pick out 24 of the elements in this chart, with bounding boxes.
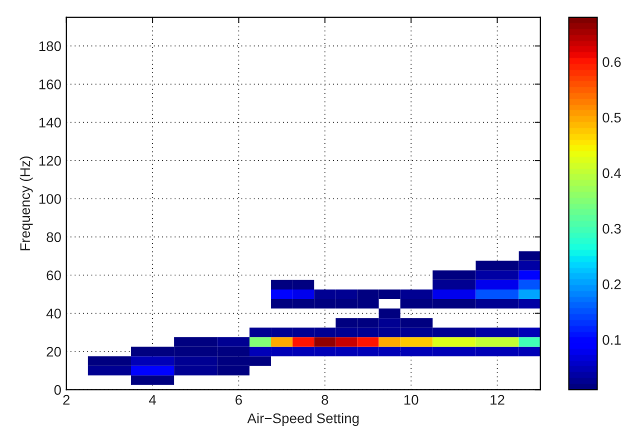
color-bar-label: 0.6 — [602, 57, 621, 67]
y-tick-label: 120 — [39, 156, 61, 166]
y-axis-title: Frequency (Hz) — [20, 156, 33, 250]
y-tick-label: 60 — [46, 270, 61, 280]
y-tick-label: 40 — [46, 308, 61, 318]
x-tick-label: 8 — [322, 394, 328, 405]
color-bar-label: 0.3 — [602, 224, 621, 234]
y-tick-label: 100 — [39, 194, 61, 204]
y-tick-label: 0 — [54, 385, 61, 395]
x-tick-label: 12 — [490, 394, 504, 405]
color-bar-label: 0.2 — [602, 279, 621, 290]
x-axis-title: Air−Speed Setting — [247, 413, 359, 426]
x-tick-label: 2 — [63, 394, 70, 405]
color-bar-label: 0.1 — [602, 335, 621, 345]
y-tick-label: 140 — [39, 118, 61, 128]
y-tick-label: 180 — [39, 41, 61, 52]
y-tick-label: 160 — [39, 79, 61, 90]
x-tick-label: 10 — [404, 394, 418, 405]
y-tick-label: 80 — [46, 232, 61, 242]
x-tick-label: 6 — [236, 394, 242, 405]
y-tick-label: 20 — [46, 346, 61, 357]
color-bar-label: 0.5 — [602, 112, 621, 123]
x-tick-label: 4 — [149, 395, 156, 405]
color-bar-label: 0.4 — [602, 168, 621, 178]
